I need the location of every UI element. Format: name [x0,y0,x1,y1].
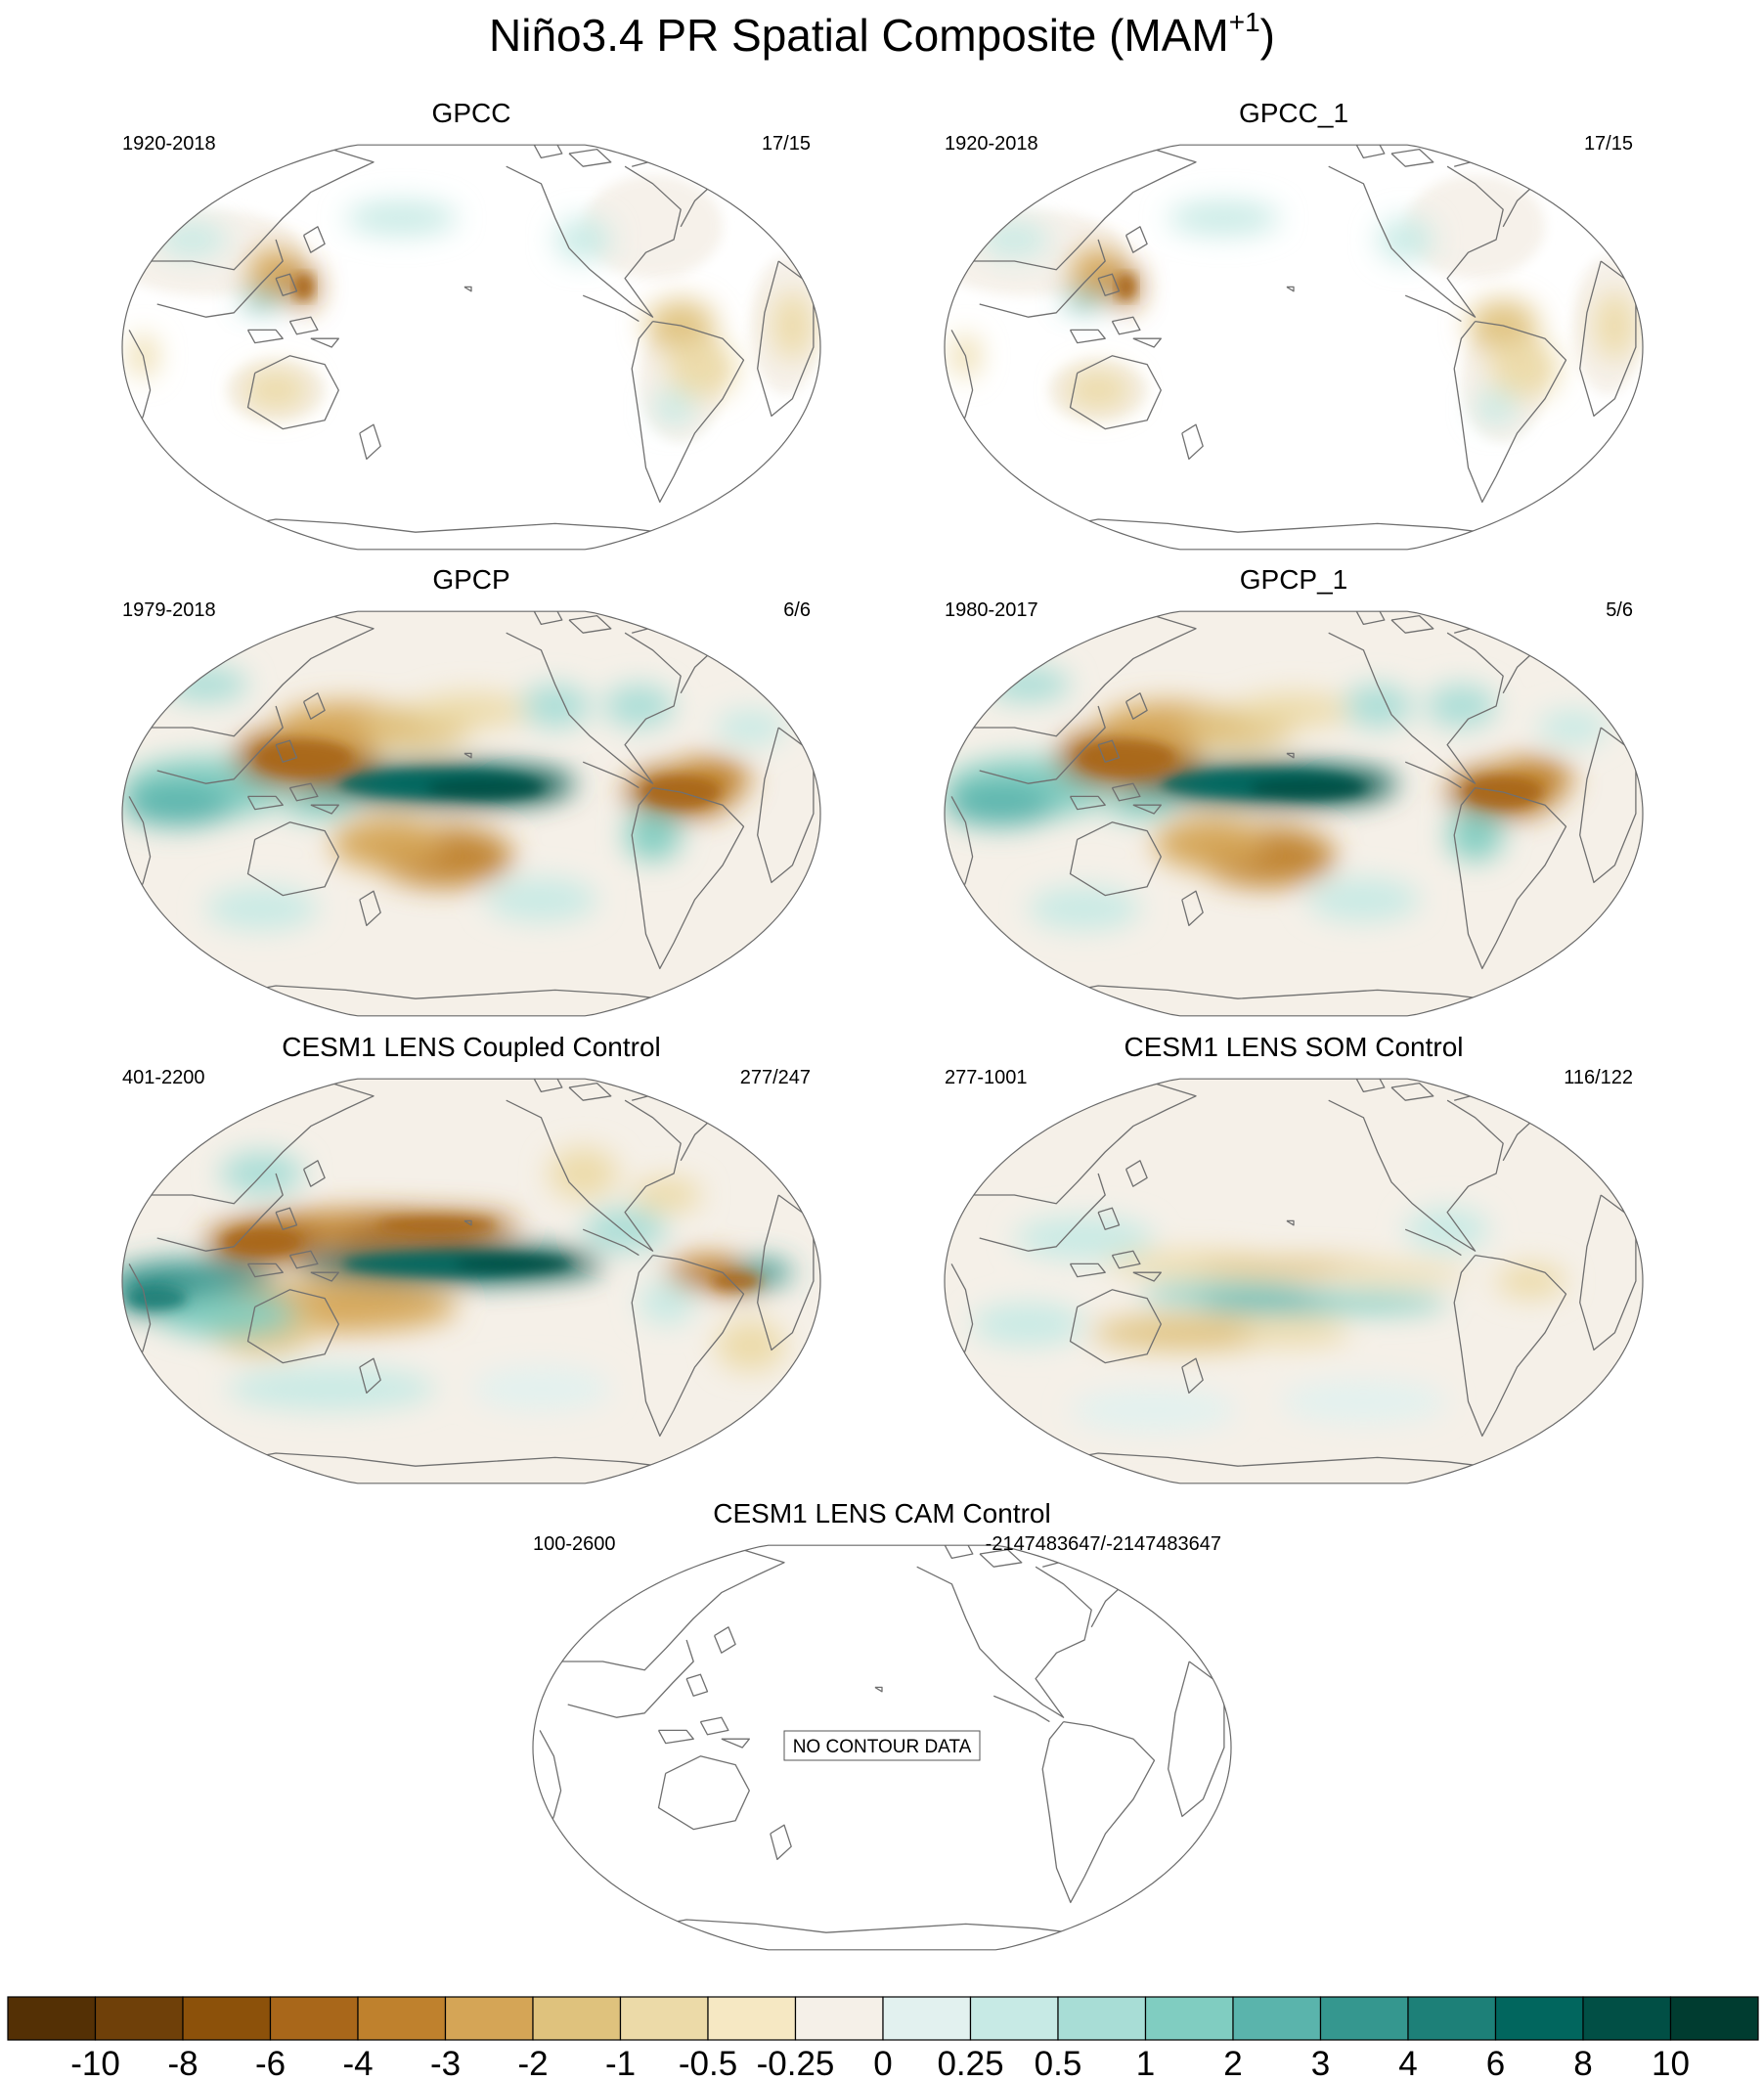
panel-years: 100-2600 [533,1533,616,1555]
map-border [121,610,821,1017]
panel-years: 1979-2018 [122,599,216,621]
anomaly-field [972,1208,1566,1432]
colorbar-swatch [357,1996,447,2041]
colorbar-label: -0.25 [757,2045,835,2082]
colorbar-swatch [1232,1996,1322,2041]
colorbar-label: -6 [255,2045,286,2082]
panel-title: CESM1 LENS SOM Control [1125,1032,1464,1062]
panel-count: 277/247 [740,1067,811,1088]
colorbar-swatch [444,1996,534,2041]
colorbar-label: -1 [605,2045,636,2082]
panel-count: -2147483647/-2147483647 [986,1533,1221,1555]
no-contour-data-label: NO CONTOUR DATA [783,1730,981,1761]
colorbar-swatch [882,1996,972,2041]
map-border [944,144,1644,551]
colorbar-swatch [94,1996,184,2041]
colorbar-label: 1 [1136,2045,1155,2082]
map-border [944,1078,1644,1484]
panel-title: GPCC [432,98,511,128]
colorbar-swatch [707,1996,797,2041]
panel-years: 277-1001 [945,1067,1028,1088]
colorbar-label: -4 [342,2045,373,2082]
panel-years: 1920-2018 [122,133,216,155]
colorbar-swatch [532,1996,622,2041]
colorbar-label: 6 [1486,2045,1505,2082]
map-panel-som: CESM1 LENS SOM Control 277-1001 116/122 [944,1032,1644,1484]
map-border [121,144,821,551]
colorbar-swatch [1582,1996,1672,2041]
colorbar-swatch [1407,1996,1497,2041]
map-panel-coupled: CESM1 LENS Coupled Control 401-2200 277/24… [121,1032,821,1484]
panel-title: GPCP [432,564,509,595]
colorbar-label: 8 [1573,2045,1592,2082]
colorbar-swatch [7,1996,97,2041]
panel-title: CESM1 LENS Coupled Control [282,1032,661,1062]
map-panel-gpcc: GPCC 1920-2018 17/15 [121,98,821,551]
colorbar-label: 4 [1398,2045,1417,2082]
map-border [532,1544,1232,1951]
map-border [944,610,1644,1017]
map-border [121,1078,821,1484]
panel-count: 6/6 [783,599,811,621]
map-panel-cam: CESM1 LENS CAM Control 100-2600 -214748364… [532,1498,1232,1951]
colorbar-swatch [1494,1996,1584,2041]
colorbar-label: 0.25 [937,2045,1003,2082]
anomaly-field [945,175,1643,442]
colorbar-label: 0.5 [1035,2045,1082,2082]
figure-title: Niño3.4 PR Spatial Composite (MAM+1) [489,7,1275,61]
panel-count: 116/122 [1564,1067,1633,1088]
panel-title: GPCC_1 [1239,98,1348,128]
colorbar-swatch [969,1996,1059,2041]
colorbar-label: -10 [70,2045,120,2082]
panel-years: 401-2200 [122,1067,205,1088]
colorbar-swatch [1144,1996,1234,2041]
svg-text:NO CONTOUR DATA: NO CONTOUR DATA [793,1737,972,1757]
panel-count: 17/15 [1584,133,1633,155]
anomaly-field [122,1147,793,1410]
colorbar-label: -8 [167,2045,198,2082]
colorbar-swatch [794,1996,884,2041]
coastlines [539,1545,1225,1942]
panel-title: CESM1 LENS CAM Control [713,1498,1050,1528]
anomaly-field [122,667,786,930]
panel-title: GPCP_1 [1240,564,1348,595]
colorbar-label: 3 [1311,2045,1330,2082]
panel-years: 1920-2018 [945,133,1038,155]
colorbar-label: -3 [430,2045,461,2082]
map-background [945,1079,1643,1484]
colorbar-label: -0.5 [679,2045,737,2082]
colorbar-swatch [619,1996,709,2041]
colorbar-label: 0 [873,2045,892,2082]
colorbar-swatch [1319,1996,1409,2041]
colorbar-swatch [1669,1996,1759,2041]
colorbar: -10 -8 -6 -4 -3 -2 -1 -0.5 -0.25 0 0.25 0.5 1 2 3 4 6 8 10 [7,1996,1759,2082]
panel-count: 5/6 [1606,599,1633,621]
colorbar-label: 2 [1223,2045,1242,2082]
map-panel-gpcp: GPCP 1979-2018 6/6 [121,564,821,1017]
map-panel-gpcp1: GPCP_1 1980-2017 5/6 [944,564,1644,1017]
colorbar-label: 10 [1652,2045,1690,2082]
panel-years: 1980-2017 [945,599,1038,621]
colorbar-swatch [269,1996,359,2041]
colorbar-swatch [1057,1996,1147,2041]
map-panel-gpcc1: GPCC_1 1920-2018 17/15 [944,98,1644,551]
colorbar-swatch [182,1996,272,2041]
colorbar-label: -2 [517,2045,548,2082]
panel-count: 17/15 [762,133,811,155]
